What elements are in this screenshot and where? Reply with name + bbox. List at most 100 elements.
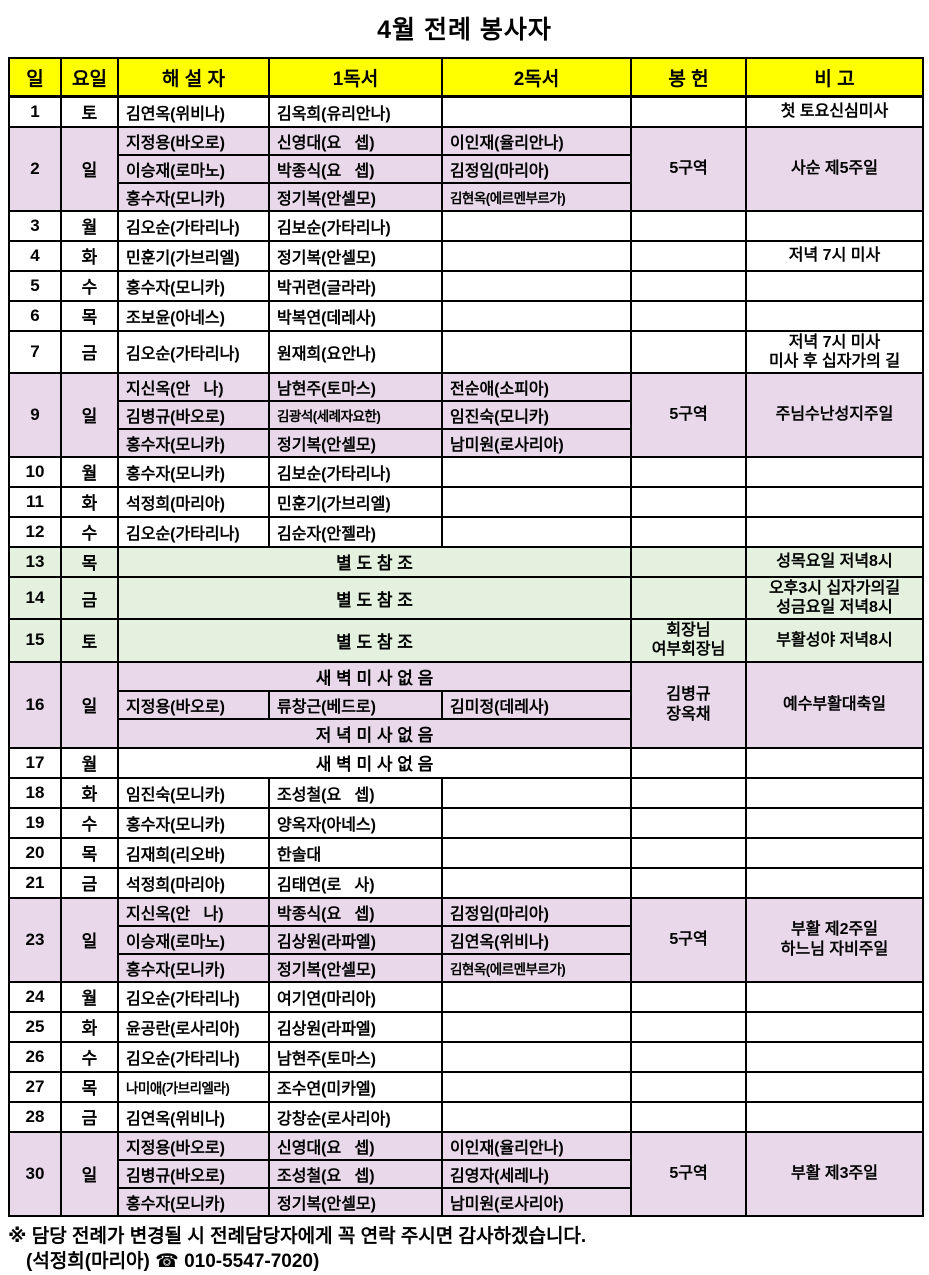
weekday-cell: 수: [60, 806, 119, 839]
note-cell: 첫 토요신심미사: [745, 95, 924, 128]
day-cell: 14: [8, 575, 62, 621]
commentator-cell: 홍수자(모니카): [117, 952, 270, 983]
commentator-cell: 홍수자(모니카): [117, 427, 270, 458]
day-cell: 18: [8, 776, 62, 809]
note-cell: [745, 980, 924, 1013]
first-reading-cell: 류창근(베드로): [268, 689, 443, 720]
first-reading-cell: 정기복(안셀모): [268, 952, 443, 983]
footer-contact: (석정희(마리아) ☎ 010-5547-7020): [26, 1249, 929, 1275]
note-cell: [745, 269, 924, 302]
merged-notice-cell: 저 녁 미 사 없 음: [117, 717, 632, 749]
commentator-cell: 지정용(바오로): [117, 125, 270, 156]
day-cell: 19: [8, 806, 62, 839]
offering-cell: [630, 776, 747, 809]
first-reading-cell: 정기복(안셀모): [268, 1186, 443, 1217]
contact-name: (석정희(마리아): [26, 1251, 156, 1273]
second-reading-cell: [441, 515, 632, 548]
header-cell-note: 비 고: [745, 57, 924, 98]
note-cell: [745, 1010, 924, 1043]
second-reading-cell: [441, 806, 632, 839]
note-cell: [745, 746, 924, 779]
weekday-cell: 목: [60, 836, 119, 869]
weekday-cell: 목: [60, 299, 119, 332]
table-row-day-2: 2 일 지정용(바오로) 신영대(요 셉) 이인재(율리안나) 5구역 사순 제5주일: [8, 125, 924, 212]
first-reading-cell: 박귀련(글라라): [268, 269, 443, 302]
commentator-cell: 지신옥(안 나): [117, 371, 270, 402]
second-reading-cell: 남미원(로사리아): [441, 427, 632, 458]
weekday-cell: 화: [60, 239, 119, 272]
note-cell: [745, 866, 924, 899]
second-reading-cell: 김미정(데레사): [441, 689, 632, 720]
second-reading-cell: 김정임(마리아): [441, 153, 632, 184]
day-cell: 1: [8, 95, 62, 128]
note-cell: [745, 455, 924, 488]
note-cell: [745, 1070, 924, 1103]
note-cell: 주님수난성지주일: [745, 371, 924, 458]
merged-notice-cell: 별 도 참 조: [117, 618, 632, 663]
offering-cell: 5구역: [630, 896, 747, 983]
offering-cell: [630, 455, 747, 488]
day-cell: 2: [8, 125, 62, 212]
second-reading-cell: [441, 1040, 632, 1073]
offering-cell: [630, 485, 747, 518]
contact-phone: 010-5547-7020): [178, 1251, 320, 1273]
commentator-cell: 홍수자(모니카): [117, 181, 270, 212]
day-cell: 28: [8, 1100, 62, 1133]
note-cell: [745, 209, 924, 242]
phone-icon: ☎: [155, 1251, 179, 1273]
commentator-cell: 석정희(마리아): [117, 866, 270, 899]
header-cell-first-reading: 1독서: [268, 57, 443, 98]
day-cell: 11: [8, 485, 62, 518]
second-reading-cell: 이인재(율리안나): [441, 125, 632, 156]
day-cell: 13: [8, 545, 62, 578]
table-row-day-26: 26 수 김오순(가타리나) 남현주(토마스): [8, 1040, 924, 1073]
offering-cell: 5구역: [630, 125, 747, 212]
commentator-cell: 나미애(가브리엘라): [117, 1070, 270, 1103]
day-cell: 5: [8, 269, 62, 302]
merged-notice-cell: 새 벽 미 사 없 음: [117, 660, 632, 692]
second-reading-cell: [441, 1010, 632, 1043]
first-reading-cell: 원재희(요안나): [268, 329, 443, 374]
first-reading-cell: 박종식(요 셉): [268, 153, 443, 184]
page-title: 4월 전례 봉사자: [377, 16, 552, 44]
offering-cell: 김병규 장옥채: [630, 660, 747, 749]
weekday-cell: 일: [60, 896, 119, 983]
first-reading-cell: 신영대(요 셉): [268, 125, 443, 156]
weekday-cell: 금: [60, 329, 119, 374]
second-reading-cell: 김현옥(에르멘부르가): [441, 952, 632, 983]
table-row-day-25: 25 화 윤공란(로사리아) 김상원(라파엘): [8, 1010, 924, 1043]
day-cell: 21: [8, 866, 62, 899]
header-cell-day: 일: [8, 57, 62, 98]
first-reading-cell: 남현주(토마스): [268, 371, 443, 402]
second-reading-cell: [441, 209, 632, 242]
weekday-cell: 수: [60, 1040, 119, 1073]
offering-cell: [630, 209, 747, 242]
second-reading-cell: [441, 836, 632, 869]
second-reading-cell: [441, 239, 632, 272]
note-cell: [745, 836, 924, 869]
day-cell: 9: [8, 371, 62, 458]
first-reading-cell: 김보순(가타리나): [268, 455, 443, 488]
commentator-cell: 김오순(가타리나): [117, 980, 270, 1013]
commentator-cell: 김병규(바오로): [117, 399, 270, 430]
note-cell: 저녁 7시 미사: [745, 239, 924, 272]
table-row-day-15: 15 토 별 도 참 조 회장님 여부회장님 부활성야 저녁8시: [8, 618, 924, 663]
table-row-day-4: 4 화 민훈기(가브리엘) 정기복(안셀모) 저녁 7시 미사: [8, 239, 924, 272]
first-reading-cell: 조성철(요 셉): [268, 1158, 443, 1189]
offering-cell: [630, 515, 747, 548]
footer-notes: ※ 담당 전례가 변경될 시 전례담당자에게 꼭 연락 주시면 감사하겠습니다.…: [8, 1224, 929, 1275]
table-row-day-5: 5 수 홍수자(모니카) 박귀련(글라라): [8, 269, 924, 302]
note-cell: 오후3시 십자가의길 성금요일 저녁8시: [745, 575, 924, 621]
commentator-cell: 김오순(가타리나): [117, 209, 270, 242]
weekday-cell: 월: [60, 455, 119, 488]
offering-cell: [630, 746, 747, 779]
first-reading-cell: 여기연(마리아): [268, 980, 443, 1013]
day-cell: 7: [8, 329, 62, 374]
commentator-cell: 임진숙(모니카): [117, 776, 270, 809]
offering-cell: [630, 866, 747, 899]
offering-cell: [630, 329, 747, 374]
commentator-cell: 지정용(바오로): [117, 1130, 270, 1161]
table-row-day-10: 10 월 홍수자(모니카) 김보순(가타리나): [8, 455, 924, 488]
second-reading-cell: 이인재(율리안나): [441, 1130, 632, 1161]
